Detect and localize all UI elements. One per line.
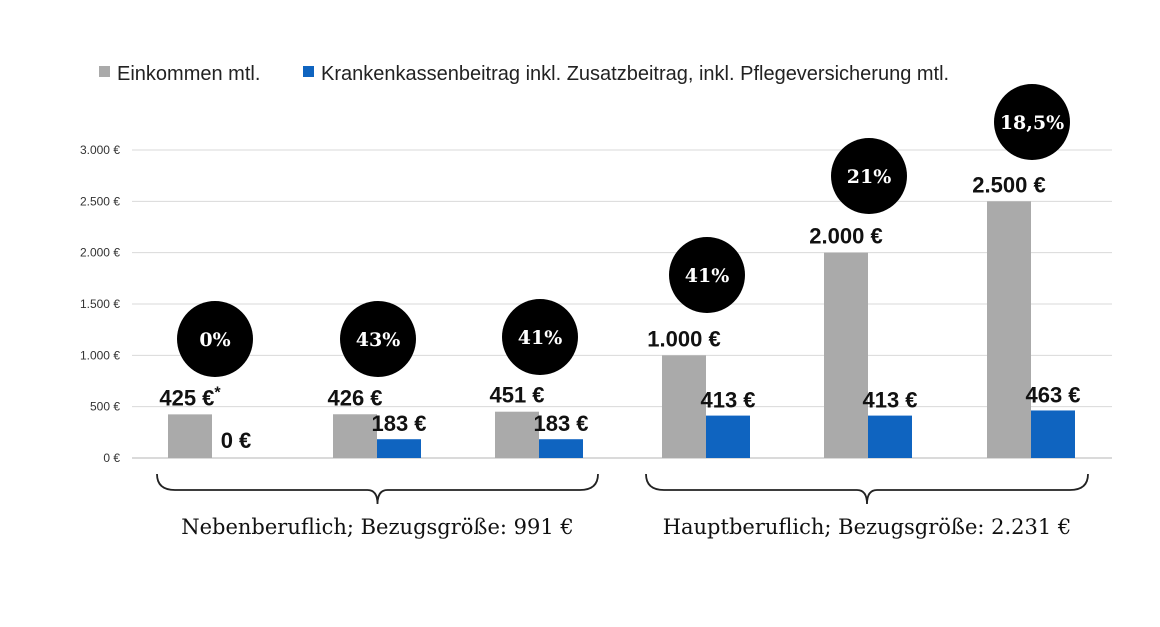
legend-label-contribution: Krankenkassenbeitrag inkl. Zusatzbeitrag… — [321, 63, 949, 85]
percentage-bubble-label: 41% — [685, 265, 730, 287]
data-label-income: 451 € — [489, 383, 544, 408]
bar-contribution — [868, 415, 912, 458]
data-label-contribution: 413 € — [862, 388, 917, 413]
percentage-bubble — [994, 84, 1070, 160]
data-label-income: 426 € — [327, 385, 382, 410]
bar-contribution — [377, 439, 421, 458]
percentage-bubble-label: 21% — [847, 166, 892, 188]
data-label-income: 425 €* — [159, 384, 221, 410]
percentage-bubble — [340, 301, 416, 377]
bar-contribution — [706, 415, 750, 458]
bar-income — [662, 355, 706, 458]
percentage-bubble — [502, 299, 578, 375]
legend-label-income: Einkommen mtl. — [117, 63, 260, 85]
percentage-bubbles: 0% 43% 41% 41% 21% 18,5% — [177, 84, 1070, 377]
data-label-contribution: 183 € — [371, 411, 426, 436]
percentage-bubble — [669, 237, 745, 313]
y-tick-label: 0 € — [103, 451, 120, 465]
group-brackets: Nebenberuflich; Bezugsgröße: 991 € Hauptb… — [156, 473, 1089, 539]
data-label-contribution: 463 € — [1025, 382, 1080, 407]
y-tick-label: 500 € — [90, 400, 120, 414]
footnote-marker: * — [214, 384, 221, 401]
y-tick-label: 2.500 € — [80, 194, 120, 208]
bars — [168, 201, 1075, 459]
bar-contribution — [539, 439, 583, 458]
data-label-income: 1.000 € — [647, 326, 720, 351]
bar-income — [333, 414, 377, 458]
data-label-contribution: 413 € — [700, 388, 755, 413]
value-labels: 425 €*0 €426 €183 €451 €183 €1.000 €413 … — [159, 172, 1080, 453]
bar-income — [168, 414, 212, 458]
bar-income — [495, 411, 539, 458]
data-label-contribution: 0 € — [221, 428, 252, 453]
percentage-bubble-label: 0% — [199, 329, 230, 351]
group-label: Hauptberuflich; Bezugsgröße: 2.231 € — [663, 515, 1072, 539]
percentage-bubble-label: 41% — [518, 327, 563, 349]
group-bracket — [156, 473, 599, 505]
data-label-income: 2.000 € — [809, 224, 882, 249]
gridlines — [132, 149, 1112, 459]
legend-swatch-contribution — [303, 66, 314, 77]
y-tick-label: 3.000 € — [80, 143, 120, 157]
group-bracket — [645, 473, 1089, 505]
bar-income — [824, 252, 868, 458]
y-tick-label: 1.500 € — [80, 297, 120, 311]
bar-contribution — [1031, 410, 1075, 458]
percentage-bubble-label: 18,5% — [1000, 112, 1064, 134]
bar-income — [987, 201, 1031, 459]
data-label-contribution: 183 € — [533, 411, 588, 436]
percentage-bubble — [177, 301, 253, 377]
data-label-income: 2.500 € — [972, 172, 1045, 197]
legend-swatch-income — [99, 66, 110, 77]
y-tick-label: 1.000 € — [80, 348, 120, 362]
y-tick-label: 2.000 € — [80, 246, 120, 260]
group-label: Nebenberuflich; Bezugsgröße: 991 € — [181, 515, 574, 539]
legend: Einkommen mtl. Krankenkassenbeitrag inkl.… — [99, 63, 949, 85]
percentage-bubble-label: 43% — [356, 329, 401, 351]
y-axis: 0 € 500 € 1.000 € 1.500 € 2.000 € 2.500 € 3.00… — [80, 143, 120, 465]
percentage-bubble — [831, 138, 907, 214]
